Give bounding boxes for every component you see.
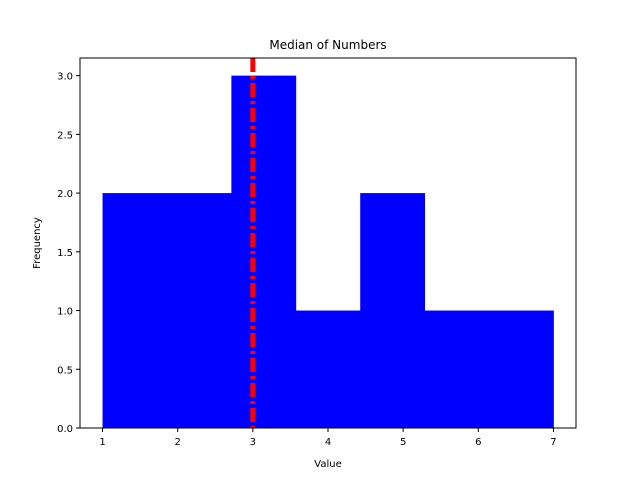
histogram-bar-7 <box>489 310 554 428</box>
bars-layer <box>102 75 554 429</box>
y-tick-label-3.0: 3.0 <box>57 72 73 83</box>
histogram-bar-3 <box>231 75 297 429</box>
x-tick-label-5: 5 <box>400 437 406 448</box>
y-tick-label-1.5: 1.5 <box>57 248 73 259</box>
histogram-bar-5 <box>360 193 426 428</box>
y-tick-label-0.0: 0.0 <box>57 424 73 435</box>
axes-layer: 1 2 3 4 5 6 7 0.0 0.5 1.0 1.5 2.0 2.5 3.0 <box>57 57 577 448</box>
y-axis-label: Frequency <box>32 217 43 269</box>
x-tick-label-1: 1 <box>99 437 105 448</box>
y-tick-label-2.0: 2.0 <box>57 189 73 200</box>
y-tick-label-0.5: 0.5 <box>57 365 73 376</box>
x-tick-label-3: 3 <box>250 437 256 448</box>
y-tick-label-2.5: 2.5 <box>57 130 73 141</box>
chart-title: Median of Numbers <box>269 38 386 52</box>
histogram-bar-2 <box>166 193 232 428</box>
x-tick-label-2: 2 <box>175 437 181 448</box>
x-axis-label: Value <box>314 459 341 470</box>
y-tick-label-1.0: 1.0 <box>57 307 73 318</box>
x-tick-label-6: 6 <box>475 437 481 448</box>
histogram-bar-1 <box>102 193 168 428</box>
histogram-bar-6 <box>424 310 490 428</box>
x-tick-label-7: 7 <box>550 437 556 448</box>
histogram-bar-4 <box>295 310 361 428</box>
x-tick-label-4: 4 <box>325 437 331 448</box>
